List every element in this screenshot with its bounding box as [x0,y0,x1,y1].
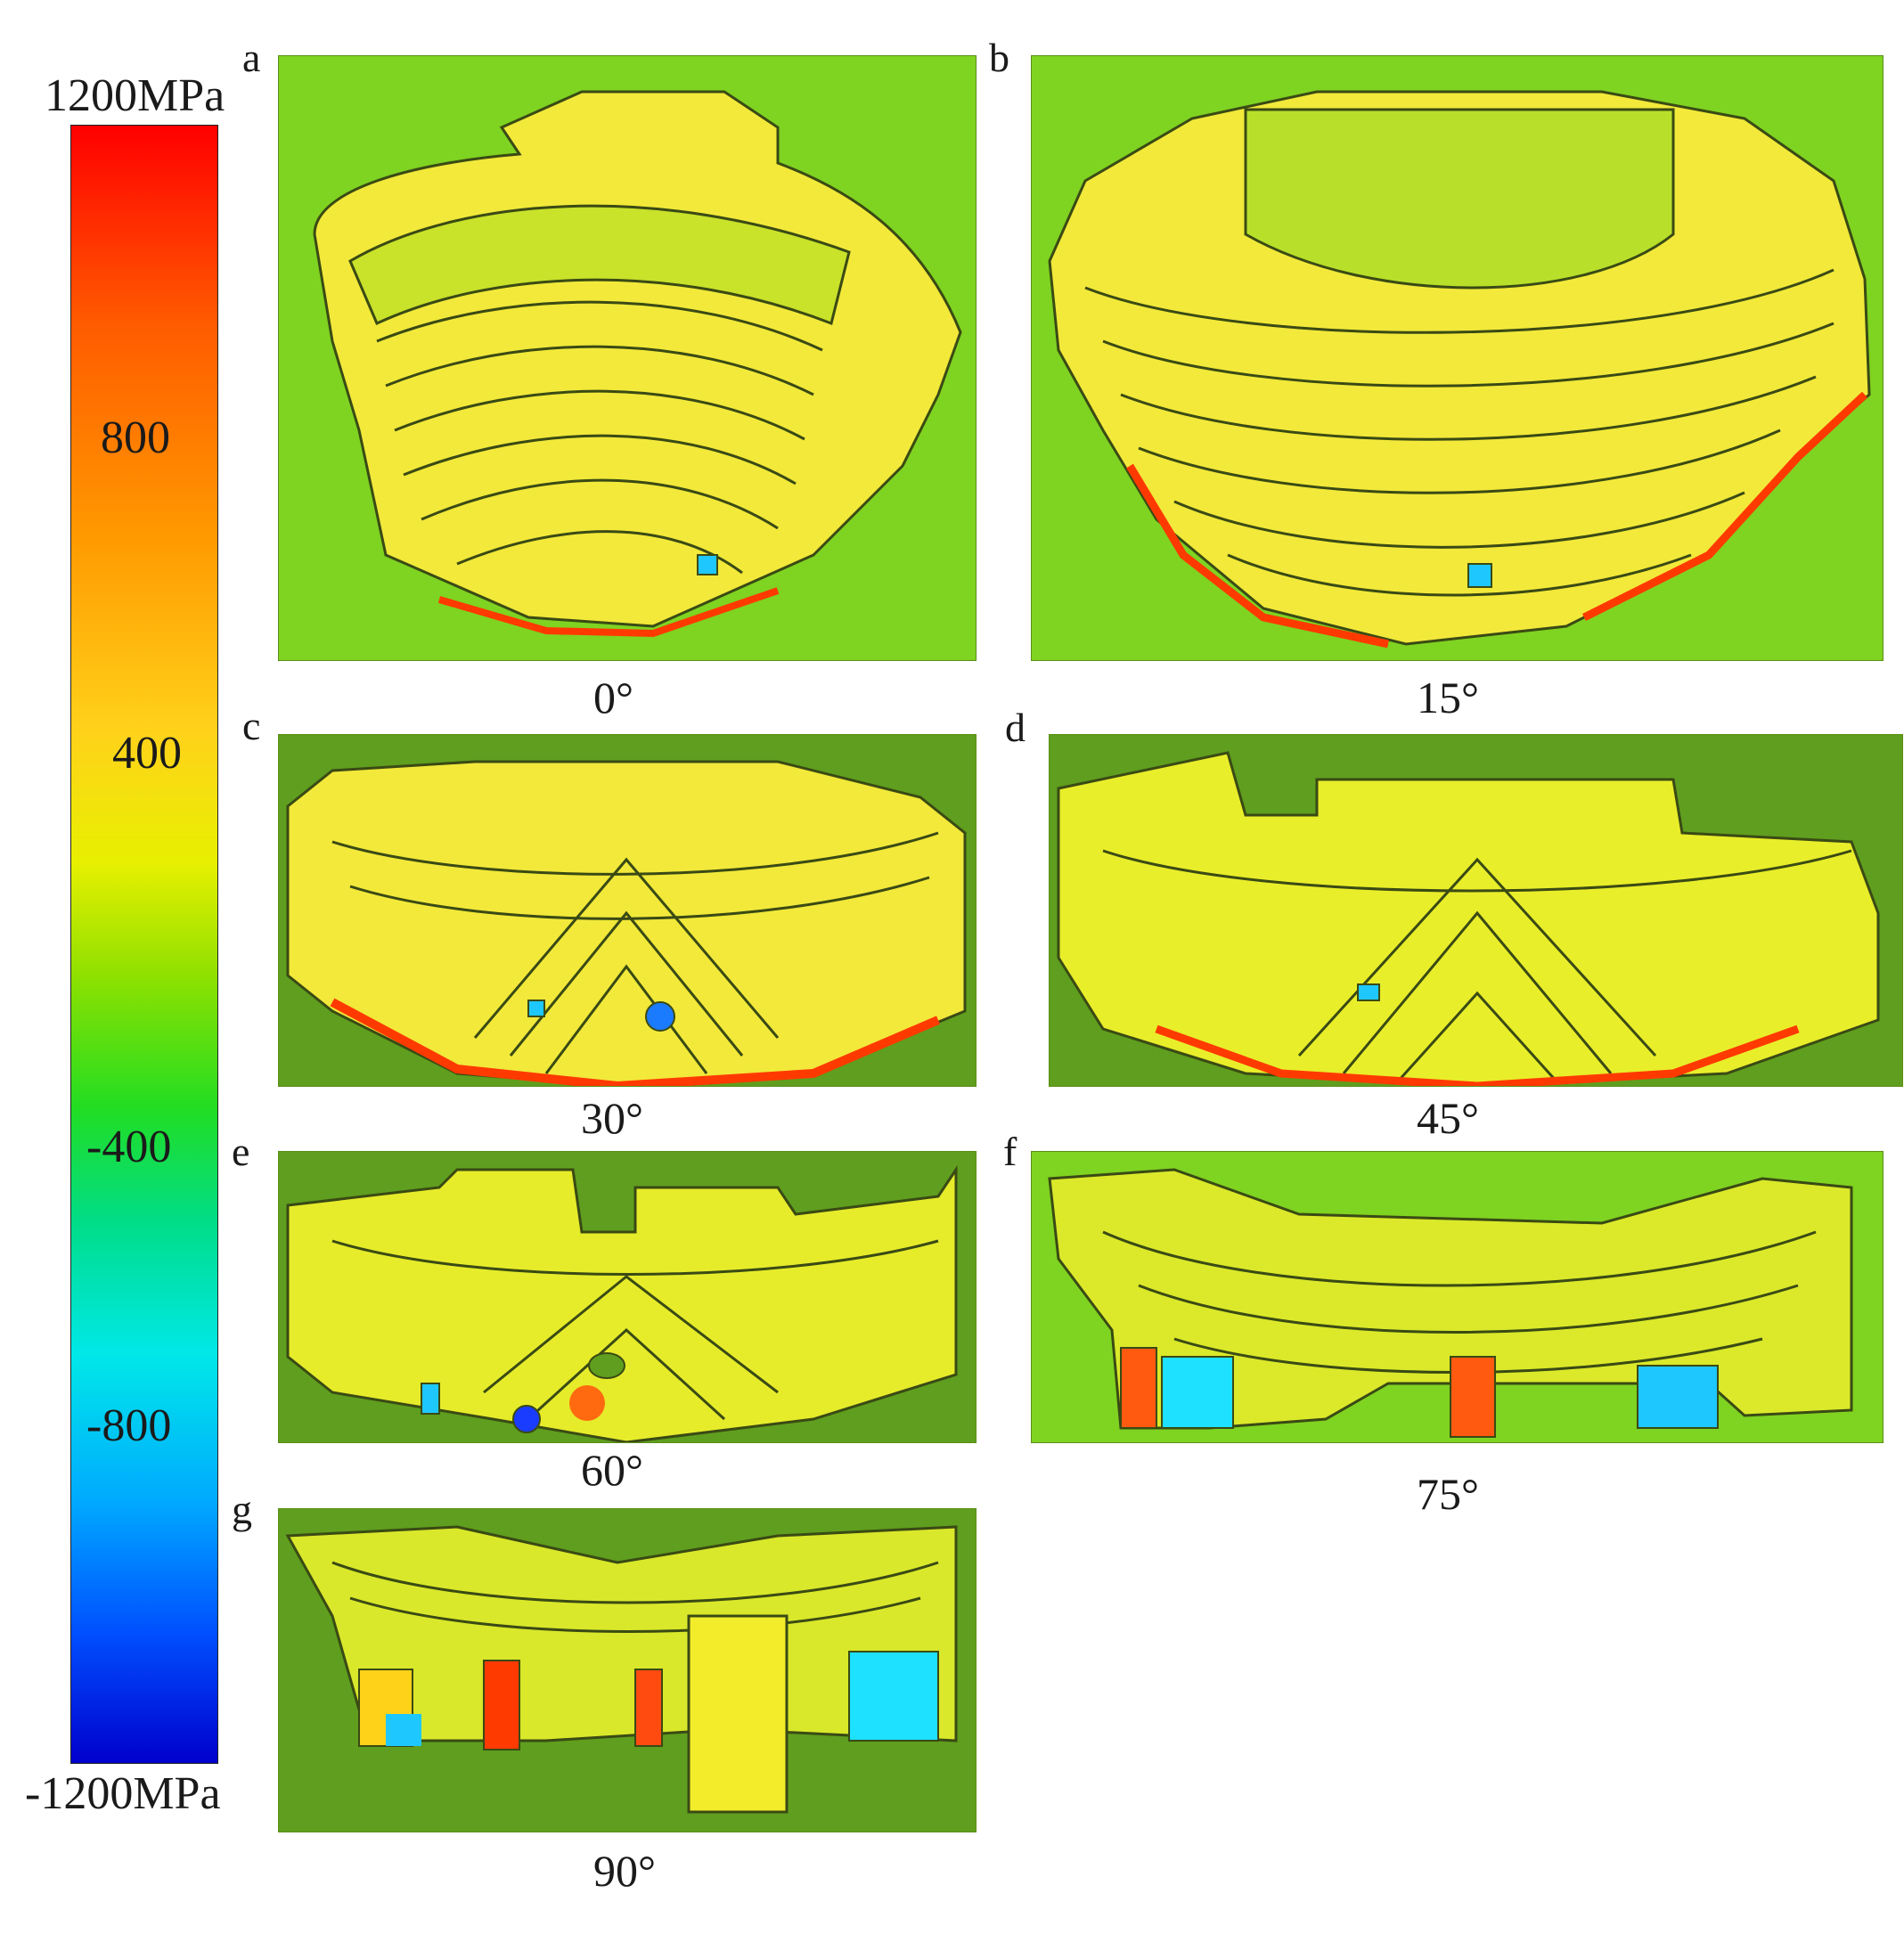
panel-c [278,734,977,1087]
panel-letter-b: b [989,35,1009,80]
panel-angle-e: 60° [581,1445,643,1495]
colorbar-label-neg400: -400 [86,1122,172,1172]
panel-a [278,55,977,661]
panel-b [1031,55,1884,661]
colorbar-label-neg800: -800 [86,1400,172,1451]
panel-angle-d: 45° [1417,1093,1479,1143]
panel-e [278,1151,977,1443]
panel-angle-c: 30° [581,1093,643,1143]
panel-angle-b: 15° [1417,673,1479,722]
panel-letter-c: c [242,703,261,748]
colorbar-gradient [70,125,218,1764]
panel-f [1031,1151,1884,1443]
colorbar-label-max: 1200MPa [45,70,225,121]
panel-letter-d: d [1005,705,1026,750]
colorbar-label-400: 400 [112,728,182,779]
colorbar-label-min: -1200MPa [25,1768,221,1819]
panel-angle-g: 90° [593,1846,656,1896]
panel-letter-g: g [232,1487,252,1532]
panel-angle-a: 0° [593,673,633,722]
panel-letter-e: e [232,1129,250,1174]
panel-letter-a: a [242,35,261,80]
colorbar-label-800: 800 [101,412,170,463]
panel-g [278,1508,977,1832]
panel-letter-f: f [1003,1129,1017,1174]
panel-angle-f: 75° [1417,1469,1479,1519]
panel-d [1049,734,1903,1087]
